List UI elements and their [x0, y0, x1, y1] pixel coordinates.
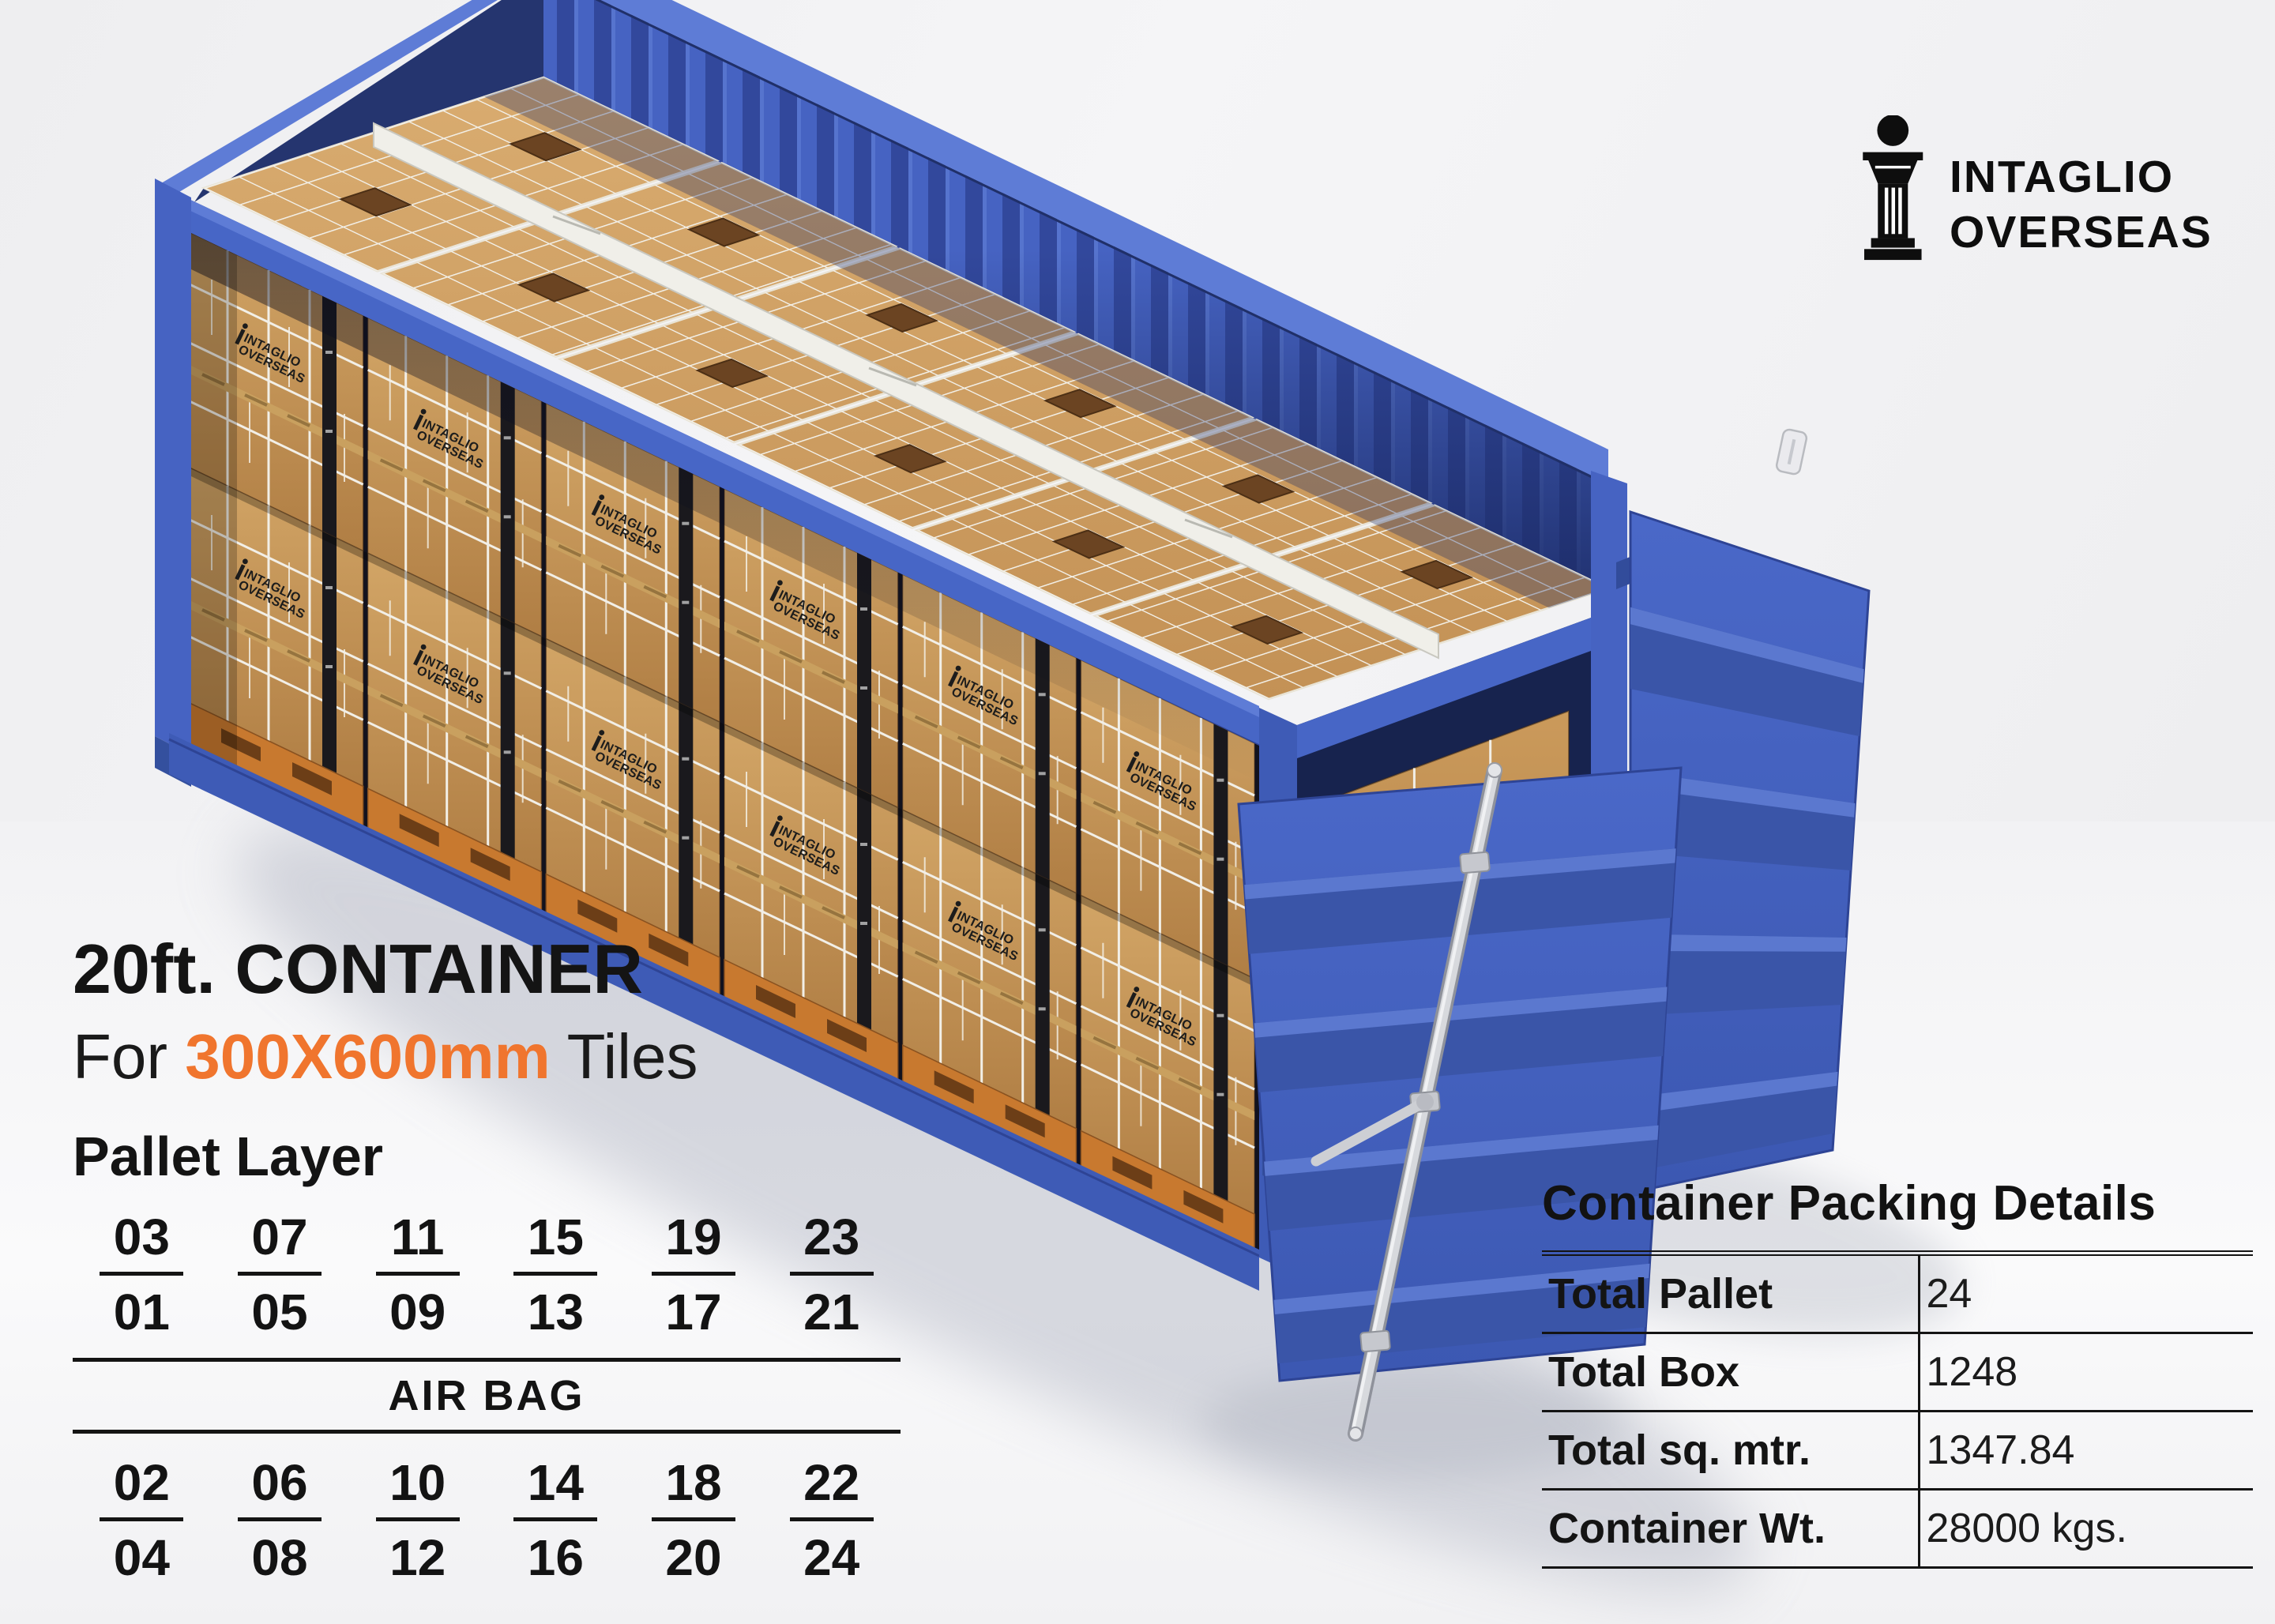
pair-divider	[237, 1272, 322, 1276]
pallet-number: 23	[803, 1209, 860, 1265]
page-title: 20ft. CONTAINER	[73, 930, 643, 1008]
pillar-logo-icon	[1863, 115, 1923, 261]
table-row: Total Pallet 24	[1542, 1253, 2253, 1333]
pallet-number: 13	[527, 1284, 584, 1340]
brand-logo: INTAGLIO OVERSEAS	[1855, 115, 2213, 265]
pair-divider	[237, 1517, 322, 1521]
brand-name-line2: OVERSEAS	[1950, 206, 2213, 258]
pair-divider	[513, 1272, 598, 1276]
pair-divider	[651, 1517, 735, 1521]
pallet-number: 06	[251, 1454, 308, 1511]
pallet-layer-table: Pallet Layer 03 01 07 05 11 09 15 13 19 17 23…	[73, 1125, 901, 1583]
pallet-pair: 14 16	[487, 1457, 625, 1583]
pallet-number: 20	[665, 1529, 722, 1586]
brand-name-line1: INTAGLIO	[1950, 152, 2175, 202]
row-value: 1347.84	[1919, 1410, 2253, 1490]
container-back-wall	[543, 0, 1609, 588]
pallet-pair: 18 20	[625, 1457, 763, 1583]
pallet-pair: 19 17	[625, 1212, 763, 1337]
pallet-number: 05	[251, 1284, 308, 1340]
pallet-number: 18	[665, 1454, 722, 1511]
front-left-corner-post	[155, 179, 191, 755]
packing-details-table: Total Pallet 24 Total Box 1248 Total sq.…	[1542, 1250, 2253, 1569]
pallet-number: 02	[113, 1454, 170, 1511]
pallet-number: 09	[389, 1284, 446, 1340]
row-value: 24	[1926, 1271, 1972, 1317]
subtitle-suffix: Tiles	[550, 1021, 698, 1092]
packing-details-heading: Container Packing Details	[1542, 1176, 2157, 1231]
pallet-number: 21	[803, 1284, 860, 1340]
pair-divider	[100, 1272, 184, 1276]
pair-divider	[789, 1517, 874, 1521]
right-end-header-rail	[1297, 618, 1591, 758]
pallet-pair: 07 05	[211, 1212, 349, 1337]
pallet-pair: 23 21	[762, 1212, 901, 1337]
pallet-number: 08	[251, 1529, 308, 1586]
container-door-far	[1616, 428, 1871, 1194]
table-row: Total sq. mtr. 1347.84	[1542, 1410, 2253, 1490]
pallet-number: 17	[665, 1284, 722, 1340]
pair-divider	[513, 1517, 598, 1521]
left-top-rail	[161, 0, 498, 194]
front-bottom-rail	[169, 733, 1259, 1291]
pallet-pair: 02 04	[73, 1457, 211, 1583]
pallet-number: 14	[527, 1454, 584, 1511]
pallet-pair: 03 01	[73, 1212, 211, 1337]
pallet-number: 04	[113, 1529, 170, 1586]
row-label: Container Wt.	[1542, 1488, 1920, 1568]
row-value: 28000 kgs.	[1919, 1488, 2253, 1568]
pallet-pair: 10 12	[348, 1457, 487, 1583]
back-wall-top-rail	[600, 0, 1608, 483]
door-locking-rod	[1310, 762, 1502, 1442]
pair-divider	[375, 1517, 460, 1521]
pallet-number: 22	[803, 1454, 860, 1511]
pallet-number: 07	[251, 1209, 308, 1265]
row-label: Total Pallet	[1542, 1253, 1920, 1333]
packing-details-section: Container Packing Details Total Pallet 2…	[1542, 1175, 2253, 1569]
door-lock-keeper	[1775, 428, 1808, 476]
air-bag-strip	[373, 122, 1439, 660]
pallet-number: 01	[113, 1284, 170, 1340]
pallet-layer-bottom-grid: 02 04 06 08 10 12 14 16 18 20 22 24	[73, 1457, 901, 1583]
pallet-pair: 11 09	[348, 1212, 487, 1337]
table-row: Container Wt. 28000 kgs.	[1542, 1488, 2253, 1568]
row-label: Total Box	[1542, 1332, 1920, 1412]
front-box-stacks	[190, 232, 1259, 1257]
container-left-interior-wall	[194, 0, 543, 202]
subtitle-prefix: For	[73, 1021, 186, 1092]
pallet-number: 24	[803, 1529, 860, 1586]
pallet-pair: 15 13	[487, 1212, 625, 1337]
title-block: 20ft. CONTAINER For 300X600mm Tiles	[73, 929, 698, 1093]
tile-size-highlight: 300X600mm	[185, 1021, 551, 1092]
pallet-lifting-holes	[338, 132, 1474, 645]
pallet-number: 10	[389, 1454, 446, 1511]
pallet-number: 03	[113, 1209, 170, 1265]
pallet-layer-heading: Pallet Layer	[73, 1126, 383, 1187]
air-bag-divider: AIR BAG	[73, 1358, 901, 1434]
table-row: Total Box 1248	[1542, 1332, 2253, 1412]
pallet-number: 16	[527, 1529, 584, 1586]
pallet-pair: 06 08	[211, 1457, 349, 1583]
air-bag-label: AIR BAG	[388, 1372, 585, 1419]
page-subtitle: For 300X600mm Tiles	[73, 1021, 698, 1093]
row-value: 1248	[1919, 1332, 2253, 1412]
pair-divider	[651, 1272, 735, 1276]
pallet-number: 19	[665, 1209, 722, 1265]
pallet-number: 11	[390, 1209, 445, 1265]
pallet-number: 12	[389, 1529, 446, 1586]
pair-divider	[100, 1517, 184, 1521]
pair-divider	[375, 1272, 460, 1276]
pallet-layer-top-grid: 03 01 07 05 11 09 15 13 19 17 23 21	[73, 1212, 901, 1337]
row-label: Total sq. mtr.	[1542, 1410, 1920, 1490]
pair-divider	[789, 1272, 874, 1276]
pallet-pair: 22 24	[762, 1457, 901, 1583]
pallet-number: 15	[527, 1209, 584, 1265]
